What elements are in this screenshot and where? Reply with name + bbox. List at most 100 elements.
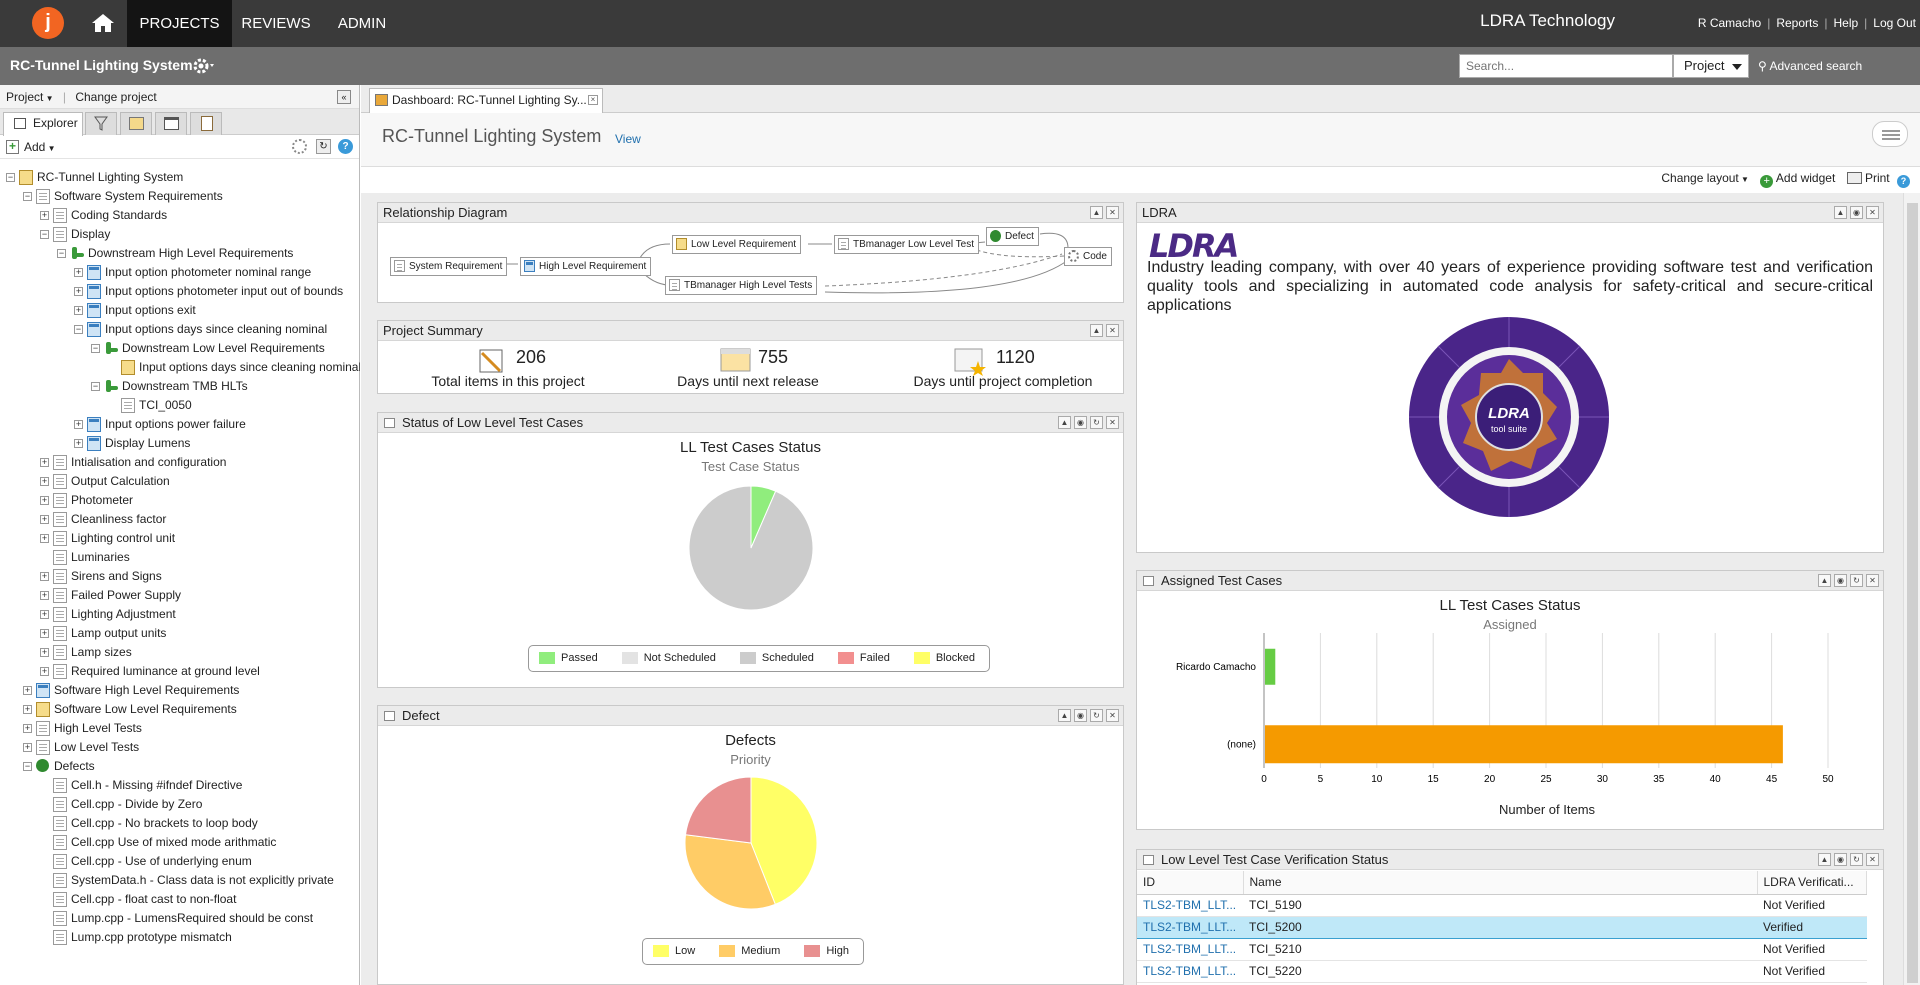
tree-node[interactable]: + Input options photometer input out of b… — [0, 282, 360, 301]
logout-link[interactable]: Log Out — [1873, 16, 1916, 30]
bar-none[interactable] — [1265, 725, 1783, 764]
collapse-panel-button[interactable]: « — [337, 90, 351, 104]
expand-icon[interactable]: + — [74, 286, 83, 296]
node-defect[interactable]: Defect — [986, 227, 1039, 246]
row-id-link[interactable]: TLS2-TBM_LLT... — [1137, 915, 1243, 939]
legend-item[interactable]: Blocked — [904, 652, 989, 665]
legend-item[interactable]: Low — [643, 945, 709, 958]
add-widget-button[interactable]: Add widget — [1775, 171, 1836, 185]
menu-icon[interactable] — [1872, 121, 1908, 147]
close-icon[interactable]: × — [588, 95, 598, 105]
expand-icon[interactable]: + — [40, 533, 49, 543]
expand-icon[interactable]: + — [40, 495, 49, 505]
refresh-button[interactable]: ↻ — [1850, 574, 1863, 587]
minimize-button[interactable]: ▲ — [1818, 574, 1831, 587]
settings-button[interactable]: ◉ — [1834, 574, 1847, 587]
close-button[interactable]: ✕ — [1106, 709, 1119, 722]
nav-tab-admin[interactable]: ADMIN — [337, 15, 387, 32]
table-row[interactable]: TLS2-TBM_LLT... TCI_5200 Verified — [1137, 915, 1867, 939]
close-button[interactable]: ✕ — [1106, 324, 1119, 337]
close-button[interactable]: ✕ — [1866, 574, 1879, 587]
tree-node[interactable]: + Lamp sizes — [0, 643, 360, 662]
expand-icon[interactable]: + — [40, 609, 49, 619]
tree-node[interactable]: TCI_0050 — [0, 396, 360, 415]
table-row[interactable]: TLS2-TBM_LLT... TCI_5220 Not Verified — [1137, 960, 1867, 983]
legend-item[interactable]: Scheduled — [730, 652, 828, 665]
legend-item[interactable]: Failed — [828, 652, 904, 665]
expand-icon[interactable]: + — [74, 305, 83, 315]
tree-node[interactable]: Input options days since cleaning nomina… — [0, 358, 360, 377]
tree-node[interactable]: Cell.cpp - Divide by Zero — [0, 795, 360, 814]
tree-node[interactable]: + Intialisation and configuration — [0, 453, 360, 472]
legend-item[interactable]: Passed — [529, 652, 612, 665]
nav-tab-projects[interactable]: PROJECTS — [127, 0, 232, 47]
expand-icon[interactable]: + — [40, 514, 49, 524]
tree-node[interactable]: + Input options exit — [0, 301, 360, 320]
popout-icon[interactable] — [1143, 576, 1154, 586]
tree-node[interactable]: − Downstream Low Level Requirements — [0, 339, 360, 358]
pie-slice-scheduled[interactable] — [688, 485, 814, 611]
tree-node[interactable]: + Lighting Adjustment — [0, 605, 360, 624]
node-tbmanager-low-level-test[interactable]: TBmanager Low Level Test — [834, 235, 979, 254]
popout-icon[interactable] — [384, 711, 395, 721]
tab-calendar[interactable] — [120, 112, 152, 135]
advanced-search-link[interactable]: ⚲ Advanced search — [1758, 54, 1862, 78]
tree-node[interactable]: + Display Lumens — [0, 434, 360, 453]
tree-node[interactable]: Luminaries — [0, 548, 360, 567]
tree-node[interactable]: SystemData.h - Class data is not explici… — [0, 871, 360, 890]
expand-icon[interactable]: + — [40, 628, 49, 638]
popout-icon[interactable] — [384, 418, 395, 428]
home-icon[interactable] — [90, 12, 116, 34]
tree-node[interactable]: + Cleanliness factor — [0, 510, 360, 529]
tab-filter[interactable] — [85, 112, 117, 135]
expand-icon[interactable]: + — [40, 647, 49, 657]
print-button[interactable]: Print — [1864, 171, 1890, 185]
tree-node[interactable]: + Input option photometer nominal range — [0, 263, 360, 282]
tree-node[interactable]: Lump.cpp prototype mismatch — [0, 928, 360, 947]
pie-slice-high[interactable] — [684, 776, 752, 844]
tree-node[interactable]: + Lamp output units — [0, 624, 360, 643]
settings-icon[interactable] — [292, 139, 307, 154]
expand-icon[interactable]: + — [40, 571, 49, 581]
tree-node[interactable]: Cell.cpp - Use of underlying enum — [0, 852, 360, 871]
view-link[interactable]: View — [615, 132, 641, 146]
collapse-icon[interactable]: − — [91, 381, 100, 391]
nav-tab-reviews[interactable]: REVIEWS — [241, 15, 311, 32]
expand-icon[interactable]: + — [40, 457, 49, 467]
expand-icon[interactable]: + — [74, 438, 83, 448]
collapse-icon[interactable]: − — [23, 191, 32, 201]
row-id-link[interactable]: TLS2-TBM_LLT... — [1137, 894, 1243, 917]
change-project-link[interactable]: Change project — [75, 90, 157, 104]
tree-node[interactable]: Cell.cpp Use of mixed mode arithmatic — [0, 833, 360, 852]
collapse-icon[interactable]: − — [23, 761, 32, 771]
tree-node[interactable]: + Input options power failure — [0, 415, 360, 434]
tree-node[interactable]: + Low Level Tests — [0, 738, 360, 757]
node-code[interactable]: Code — [1064, 247, 1112, 266]
tree-node[interactable]: + Sirens and Signs — [0, 567, 360, 586]
pie-slice-medium[interactable] — [684, 834, 776, 910]
user-name[interactable]: R Camacho — [1697, 16, 1762, 30]
close-button[interactable]: ✕ — [1866, 853, 1879, 866]
pie-slice-low[interactable] — [750, 776, 818, 906]
help-icon[interactable]: ? — [1897, 175, 1910, 188]
tree-node[interactable]: + High Level Tests — [0, 719, 360, 738]
minimize-button[interactable]: ▲ — [1090, 324, 1103, 337]
table-row[interactable]: TLS2-TBM_LLT... TCI_5210 Not Verified — [1137, 938, 1867, 961]
collapse-icon[interactable]: − — [40, 229, 49, 239]
tree-node[interactable]: Cell.cpp - No brackets to loop body — [0, 814, 360, 833]
close-button[interactable]: ✕ — [1866, 206, 1879, 219]
settings-button[interactable]: ◉ — [1834, 853, 1847, 866]
legend-item[interactable]: High — [794, 945, 863, 958]
tree-node[interactable]: + Failed Power Supply — [0, 586, 360, 605]
expand-icon[interactable]: + — [74, 267, 83, 277]
minimize-button[interactable]: ▲ — [1058, 416, 1071, 429]
node-system-requirement[interactable]: System Requirement — [390, 257, 508, 276]
change-layout-menu[interactable]: Change layout — [1661, 171, 1739, 185]
table-row[interactable]: TLS2-TBM_LLT... TCI_5190 Not Verified — [1137, 894, 1867, 917]
main-scrollbar[interactable] — [1903, 193, 1920, 985]
expand-icon[interactable]: + — [23, 742, 32, 752]
tab-window[interactable] — [155, 112, 187, 135]
tree-node[interactable]: Lump.cpp - LumensRequired should be cons… — [0, 909, 360, 928]
tree-node[interactable]: + Software High Level Requirements — [0, 681, 360, 700]
tree-node[interactable]: + Output Calculation — [0, 472, 360, 491]
